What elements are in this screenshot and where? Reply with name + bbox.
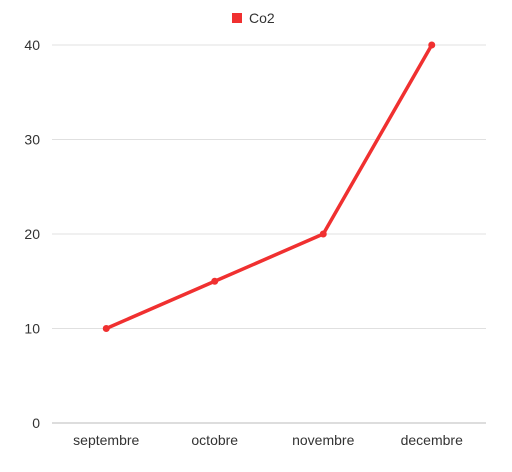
legend[interactable]: Co2 (232, 10, 275, 26)
y-tick-label: 30 (24, 132, 40, 148)
y-tick-label: 0 (32, 415, 40, 431)
series-lines (102, 41, 436, 332)
data-point[interactable] (211, 277, 219, 285)
axes: 0 10 20 30 40 septembre octobre novembre decembr… (24, 37, 463, 448)
gridlines (52, 44, 486, 424)
data-point[interactable] (428, 41, 436, 49)
data-point[interactable] (319, 230, 327, 238)
y-tick-label: 20 (24, 226, 40, 242)
legend-label[interactable]: Co2 (249, 10, 275, 26)
x-tick-label: octobre (191, 432, 238, 448)
data-point[interactable] (102, 325, 110, 332)
y-tick-label: 10 (24, 321, 40, 337)
legend-swatch[interactable] (232, 13, 242, 23)
x-tick-label: decembre (401, 432, 463, 448)
series-line[interactable] (104, 43, 434, 331)
x-tick-label: septembre (73, 432, 139, 448)
x-tick-label: novembre (292, 432, 354, 448)
y-tick-label: 40 (24, 37, 40, 53)
